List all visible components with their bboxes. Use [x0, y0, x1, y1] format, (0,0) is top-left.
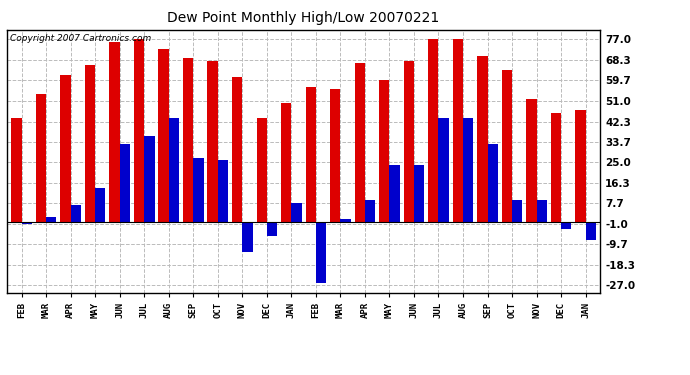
Bar [144, 136, 155, 222]
Bar [575, 110, 586, 222]
Bar [355, 63, 365, 222]
Bar [488, 144, 497, 222]
Bar [453, 39, 463, 222]
Bar [512, 200, 522, 222]
Bar [379, 80, 389, 222]
Bar [502, 70, 512, 222]
Bar [70, 205, 81, 222]
Bar [85, 66, 95, 222]
Bar [60, 75, 70, 222]
Bar [21, 222, 32, 224]
Bar [267, 222, 277, 236]
Bar [208, 61, 218, 222]
Bar [193, 158, 204, 222]
Bar [537, 200, 547, 222]
Bar [389, 165, 400, 222]
Bar [11, 117, 21, 222]
Text: Dew Point Monthly High/Low 20070221: Dew Point Monthly High/Low 20070221 [168, 11, 440, 25]
Bar [438, 117, 449, 222]
Bar [306, 87, 316, 222]
Bar [365, 200, 375, 222]
Bar [330, 89, 340, 222]
Bar [404, 61, 414, 222]
Bar [257, 117, 267, 222]
Bar [183, 58, 193, 222]
Bar [281, 103, 291, 222]
Bar [340, 219, 351, 222]
Text: Copyright 2007 Cartronics.com: Copyright 2007 Cartronics.com [10, 34, 151, 43]
Bar [291, 202, 302, 222]
Bar [218, 160, 228, 222]
Bar [428, 39, 438, 222]
Bar [36, 94, 46, 222]
Bar [463, 117, 473, 222]
Bar [477, 56, 488, 222]
Bar [95, 189, 106, 222]
Bar [526, 99, 537, 222]
Bar [586, 222, 596, 240]
Bar [414, 165, 424, 222]
Bar [232, 77, 242, 222]
Bar [242, 222, 253, 252]
Bar [316, 222, 326, 283]
Bar [159, 49, 169, 222]
Bar [46, 217, 57, 222]
Bar [169, 117, 179, 222]
Bar [119, 144, 130, 222]
Bar [134, 39, 144, 222]
Bar [561, 222, 571, 229]
Bar [551, 113, 561, 222]
Bar [110, 42, 119, 222]
